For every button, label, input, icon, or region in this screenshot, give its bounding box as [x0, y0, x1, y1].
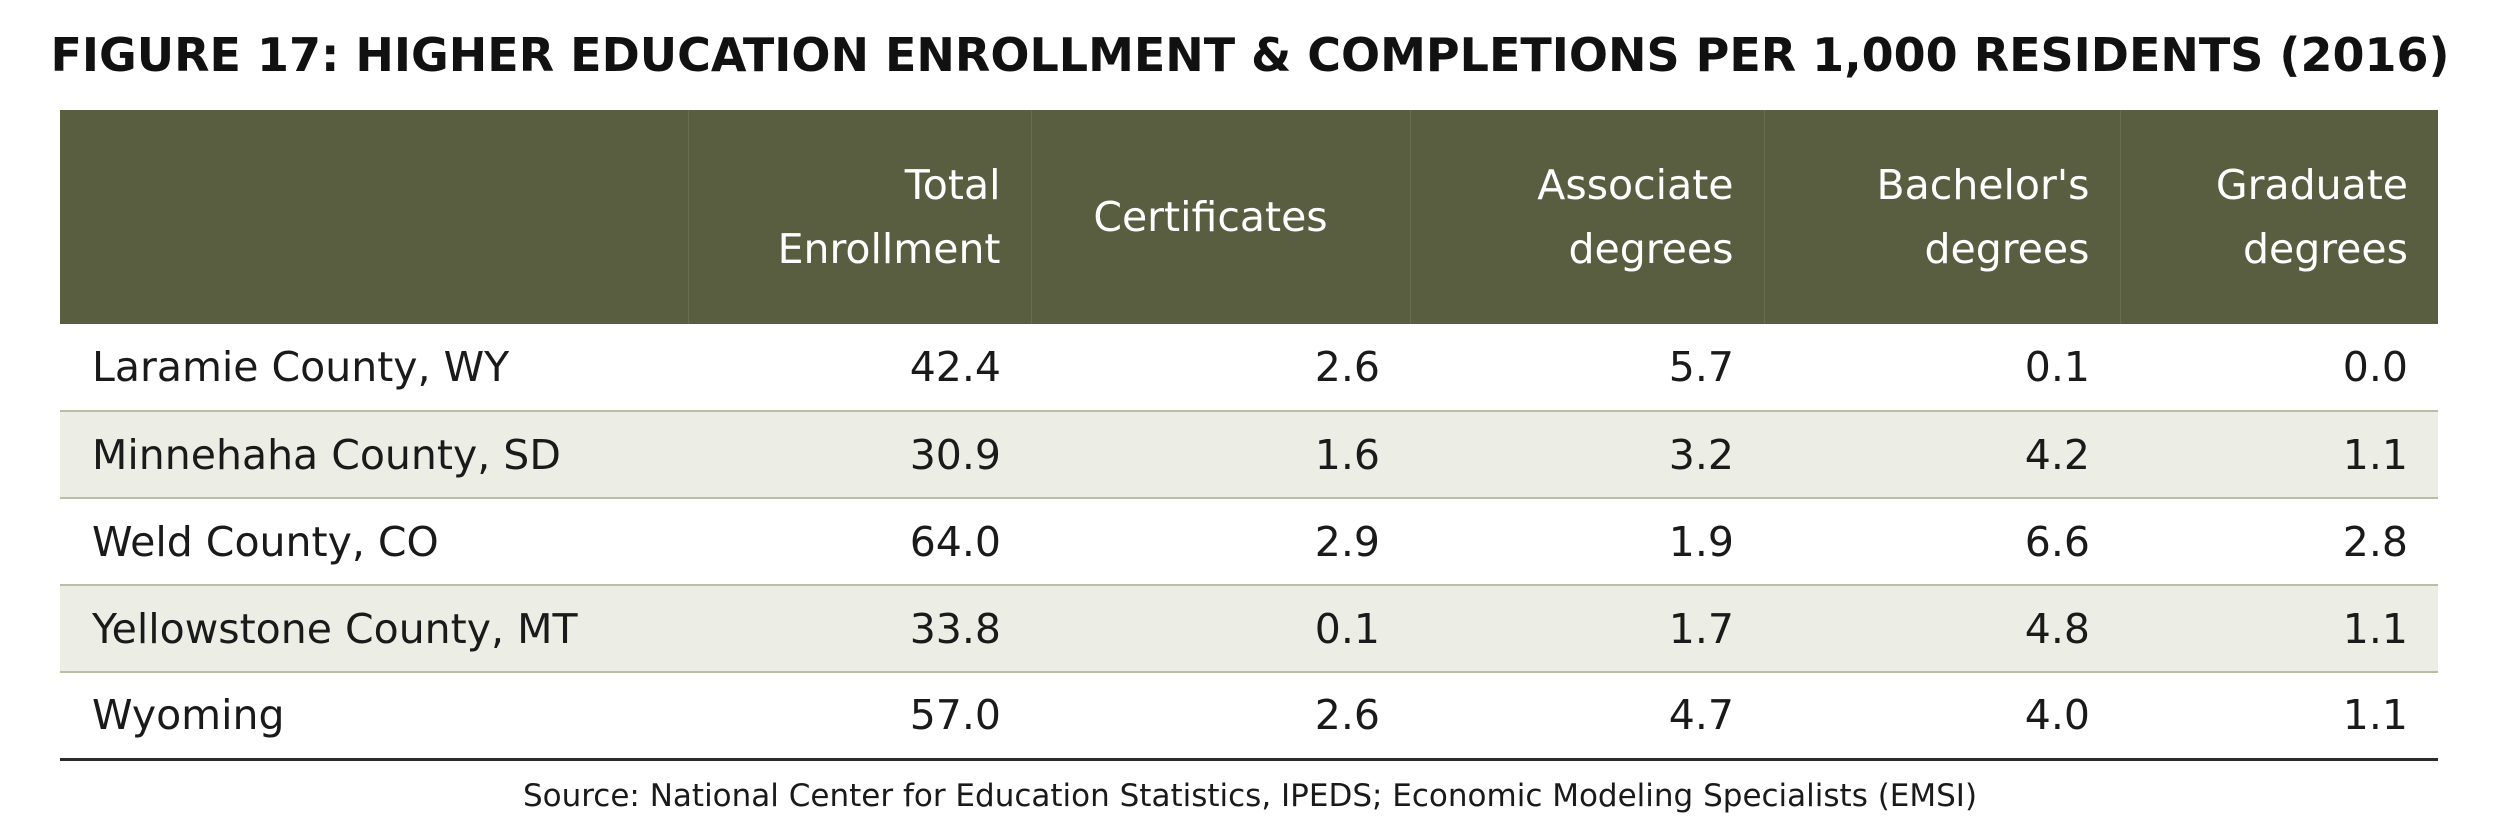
row-label: Weld County, CO	[92, 517, 439, 566]
cell-graduate-degrees: 1.1	[2342, 604, 2408, 653]
row-label: Wyoming	[92, 691, 285, 740]
row-label: Laramie County, WY	[92, 343, 510, 391]
header-line-1: Total	[904, 161, 1001, 209]
header-line-1: Bachelor's	[1876, 161, 2090, 209]
header-line-2: Enrollment	[777, 225, 1001, 273]
cell-certificates: 2.9	[1314, 517, 1380, 566]
cell-associate-degrees: 3.2	[1668, 430, 1734, 479]
table-header: Total Enrollment Certificates Associate …	[60, 110, 2438, 324]
cell-certificates: 0.1	[1314, 604, 1380, 653]
header-line-2: degrees	[2242, 225, 2408, 273]
row-label: Yellowstone County, MT	[92, 604, 578, 653]
source-note: Source: National Center for Education St…	[522, 778, 1978, 814]
cell-total-enrollment: 42.4	[909, 343, 1001, 391]
table-row: Laramie County, WY 42.4 2.6 5.7 0.1 0.0	[60, 324, 2438, 411]
cell-associate-degrees: 4.7	[1668, 691, 1734, 740]
cell-bachelors-degrees: 0.1	[2024, 343, 2090, 391]
table-body: Laramie County, WY 42.4 2.6 5.7 0.1 0.0 …	[60, 324, 2438, 759]
cell-associate-degrees: 1.7	[1668, 604, 1734, 653]
cell-bachelors-degrees: 6.6	[2024, 517, 2090, 566]
header-line-2: degrees	[1568, 225, 1734, 273]
table-row: Minnehaha County, SD 30.9 1.6 3.2 4.2 1.…	[60, 411, 2438, 498]
cell-associate-degrees: 1.9	[1668, 517, 1734, 566]
cell-graduate-degrees: 2.8	[2342, 517, 2408, 566]
cell-total-enrollment: 30.9	[909, 430, 1001, 479]
header-line-1: Graduate	[2215, 161, 2408, 209]
header-line-2: degrees	[1924, 225, 2090, 273]
header-line-1: Certificates	[1093, 193, 1328, 241]
table-row: Weld County, CO 64.0 2.9 1.9 6.6 2.8	[60, 498, 2438, 585]
row-label: Minnehaha County, SD	[92, 430, 561, 479]
table-row: Wyoming 57.0 2.6 4.7 4.0 1.1	[60, 672, 2438, 759]
cell-certificates: 2.6	[1314, 343, 1380, 391]
table-row: Yellowstone County, MT 33.8 0.1 1.7 4.8 …	[60, 585, 2438, 672]
header-line-1: Associate	[1537, 161, 1734, 209]
cell-certificates: 1.6	[1314, 430, 1380, 479]
header-row: Total Enrollment Certificates Associate …	[60, 110, 2438, 324]
cell-certificates: 2.6	[1314, 691, 1380, 740]
figure-title: FIGURE 17: HIGHER EDUCATION ENROLLMENT &…	[50, 28, 2450, 82]
header-cell-bachelors-degrees: Bachelor's degrees	[1763, 110, 2120, 324]
enrollment-table: Total Enrollment Certificates Associate …	[60, 110, 2438, 761]
cell-graduate-degrees: 0.0	[2342, 343, 2408, 391]
data-table-container: Total Enrollment Certificates Associate …	[60, 110, 2438, 761]
cell-graduate-degrees: 1.1	[2342, 691, 2408, 740]
cell-bachelors-degrees: 4.8	[2024, 604, 2090, 653]
header-cell-total-enrollment: Total Enrollment	[687, 110, 1031, 324]
cell-total-enrollment: 64.0	[909, 517, 1001, 566]
cell-associate-degrees: 5.7	[1668, 343, 1734, 391]
header-cell-certificates: Certificates	[1030, 110, 1410, 324]
header-cell-graduate-degrees: Graduate degrees	[2119, 110, 2438, 324]
cell-bachelors-degrees: 4.0	[2024, 691, 2090, 740]
cell-graduate-degrees: 1.1	[2342, 430, 2408, 479]
cell-bachelors-degrees: 4.2	[2024, 430, 2090, 479]
cell-total-enrollment: 57.0	[909, 691, 1001, 740]
header-cell-associate-degrees: Associate degrees	[1409, 110, 1764, 324]
cell-total-enrollment: 33.8	[909, 604, 1001, 653]
header-cell-blank	[60, 110, 688, 324]
